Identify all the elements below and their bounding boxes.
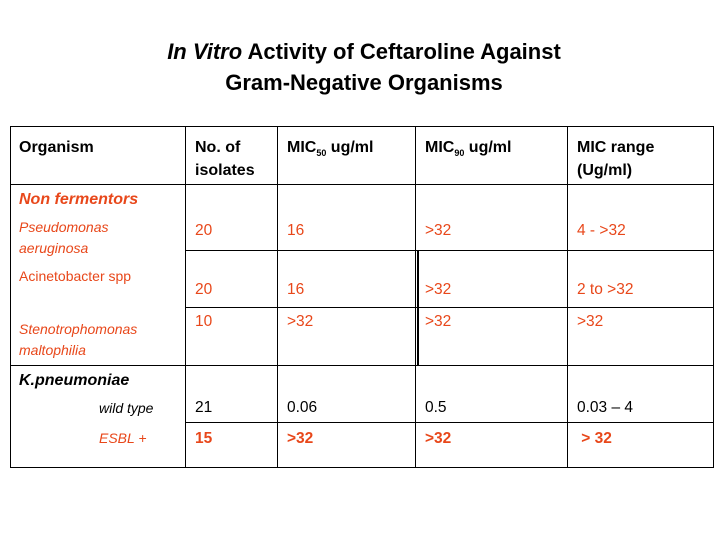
- page-title: In Vitro Activity of Ceftaroline Against…: [0, 36, 728, 98]
- range-cell: > 32: [577, 430, 612, 447]
- mic90-sub: 90: [454, 148, 465, 159]
- header-range-line1: MIC range: [577, 139, 655, 156]
- organism-wild-type: wild type: [99, 400, 154, 416]
- mic90-cell: >32: [425, 222, 452, 239]
- header-organism: Organism: [19, 139, 94, 156]
- isolates-cell: 10: [195, 313, 213, 330]
- row-divider-1: [185, 250, 713, 251]
- mic50-cell: 16: [287, 222, 305, 239]
- range-cell: >32: [577, 313, 604, 330]
- range-cell: 2 to >32: [577, 281, 634, 298]
- range-cell: 0.03 – 4: [577, 399, 634, 416]
- title-line-1: In Vitro Activity of Ceftaroline Against: [0, 36, 728, 67]
- organism-line1: Pseudomonas: [19, 219, 109, 235]
- organism-esbl: ESBL +: [99, 430, 147, 446]
- isolates-cell: 20: [195, 222, 213, 239]
- mic90-cell: >32: [425, 430, 452, 447]
- header-isolates-line1: No. of: [195, 139, 241, 156]
- mic90-cell: 0.5: [425, 399, 447, 416]
- row-divider-3: [185, 422, 713, 423]
- mic50-cell: 16: [287, 281, 305, 298]
- header-isolates-line2: isolates: [195, 162, 255, 179]
- col-divider-3: [415, 127, 416, 467]
- organism-stenotrophomonas: Stenotrophomonas maltophilia: [19, 319, 137, 361]
- row-divider-2: [185, 307, 713, 308]
- data-table: Organism No. of isolates MIC50 ug/ml MIC…: [10, 126, 714, 468]
- mic90-suffix: ug/ml: [464, 139, 512, 156]
- mic50-cell: >32: [287, 430, 314, 447]
- organism-line2: maltophilia: [19, 342, 86, 358]
- isolates-cell: 20: [195, 281, 213, 298]
- organism-acinetobacter: Acinetobacter spp: [19, 268, 132, 284]
- header-range: MIC range (Ug/ml): [577, 136, 654, 182]
- range-cell: 4 - >32: [577, 222, 626, 239]
- col-divider-1: [185, 127, 186, 467]
- mic50-prefix: MIC: [287, 139, 317, 156]
- mic90-cell: >32: [425, 281, 452, 298]
- mic50-suffix: ug/ml: [326, 139, 374, 156]
- title-rest: Activity of Ceftaroline Against: [247, 39, 561, 64]
- header-range-line2: (Ug/ml): [577, 162, 633, 179]
- mic50-cell: 0.06: [287, 399, 318, 416]
- col-divider-4: [567, 127, 568, 467]
- header-isolates: No. of isolates: [195, 136, 255, 182]
- organism-line2: aeruginosa: [19, 240, 89, 256]
- group-label-kpneumoniae: K.pneumoniae: [19, 372, 130, 389]
- group-divider: [11, 365, 713, 366]
- organism-pseudomonas: Pseudomonas aeruginosa: [19, 217, 109, 259]
- isolates-cell: 15: [195, 430, 213, 447]
- header-mic90: MIC90 ug/ml: [425, 136, 511, 165]
- mic90-cell: >32: [425, 313, 452, 330]
- group-label-non-fermentors: Non fermentors: [19, 191, 139, 208]
- col-divider-2: [277, 127, 278, 467]
- header-mic50: MIC50 ug/ml: [287, 136, 373, 165]
- title-italic: In Vitro: [167, 39, 243, 64]
- col-divider-3-accent: [417, 250, 419, 365]
- title-line-2: Gram-Negative Organisms: [225, 70, 503, 95]
- header-divider: [11, 184, 713, 185]
- isolates-cell: 21: [195, 399, 213, 416]
- organism-line1: Stenotrophomonas: [19, 321, 138, 337]
- mic50-cell: >32: [287, 313, 314, 330]
- mic50-sub: 50: [316, 148, 327, 159]
- mic90-prefix: MIC: [425, 139, 455, 156]
